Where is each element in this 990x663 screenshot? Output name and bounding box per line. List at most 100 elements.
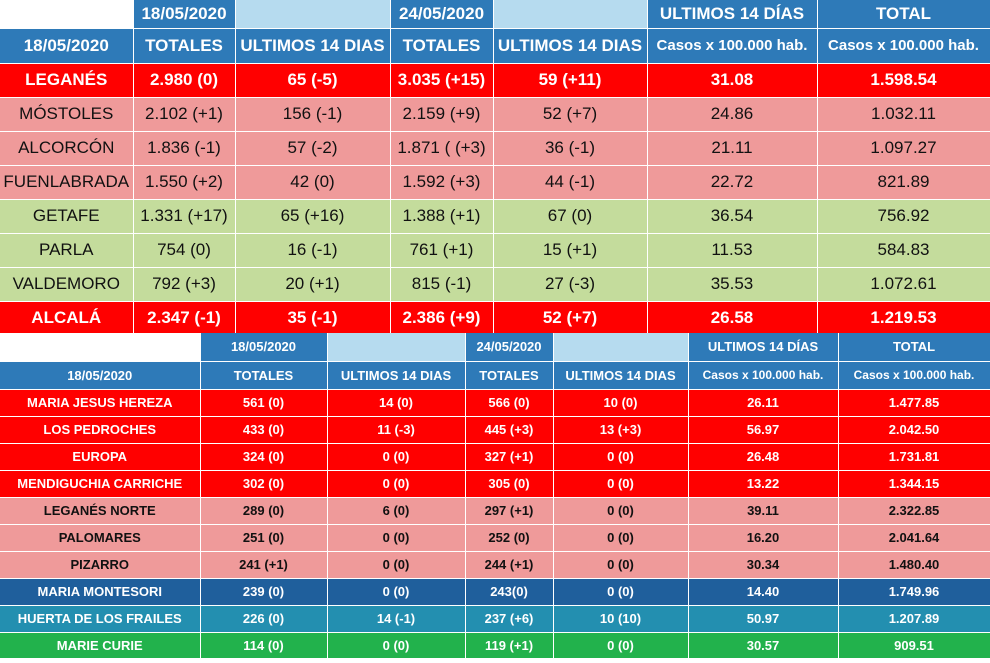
cell: 305 (0): [465, 470, 554, 498]
municipios-table: 18/05/2020 24/05/2020 ULTIMOS 14 DÍAS TO…: [0, 0, 990, 335]
cell: 1.219.53: [817, 301, 990, 335]
table-row: PARLA 754 (0) 16 (-1) 761 (+1) 15 (+1) 1…: [0, 233, 990, 268]
table-row: MARIA JESUS HEREZA 561 (0) 14 (0) 566 (0…: [0, 389, 990, 417]
cell: 821.89: [817, 165, 990, 200]
row-label: LEGANÉS: [0, 63, 134, 98]
cell: 1.836 (-1): [133, 131, 236, 166]
cell: 1.097.27: [817, 131, 990, 166]
cell: 0 (0): [553, 578, 689, 606]
date-18-05: 18/05/2020: [133, 0, 236, 29]
cell: 15 (+1): [493, 233, 648, 268]
row-label: ALCALÁ: [0, 301, 134, 335]
cell: 156 (-1): [235, 97, 391, 132]
cell: 27 (-3): [493, 267, 648, 302]
table-row: PIZARRO 241 (+1) 0 (0) 244 (+1) 0 (0) 30…: [0, 551, 990, 579]
cell: 10 (0): [553, 389, 689, 417]
column-header-row: 18/05/2020 TOTALES ULTIMOS 14 DIAS TOTAL…: [0, 361, 990, 390]
cell: 2.322.85: [838, 497, 990, 525]
table-row: VALDEMORO 792 (+3) 20 (+1) 815 (-1) 27 (…: [0, 267, 990, 302]
cell: 44 (-1): [493, 165, 648, 200]
cell: 56.97: [688, 416, 839, 444]
cell: 11 (-3): [327, 416, 466, 444]
cell: 13 (+3): [553, 416, 689, 444]
cell: 1.731.81: [838, 443, 990, 471]
cell: 815 (-1): [390, 267, 494, 302]
cell: 20 (+1): [235, 267, 391, 302]
date-row: 18/05/2020 24/05/2020 ULTIMOS 14 DÍAS TO…: [0, 333, 990, 362]
row-label: PARLA: [0, 233, 134, 268]
cell: 22.72: [647, 165, 818, 200]
cell: 21.11: [647, 131, 818, 166]
cell: 0 (0): [553, 551, 689, 579]
cell: 2.041.64: [838, 524, 990, 552]
cell: 50.97: [688, 605, 839, 633]
cell: 30.34: [688, 551, 839, 579]
cell: 566 (0): [465, 389, 554, 417]
blank-lblue: [327, 333, 466, 362]
cell: 754 (0): [133, 233, 236, 268]
cell: 433 (0): [200, 416, 328, 444]
col-ultimos: ULTIMOS 14 DIAS: [235, 28, 391, 64]
col-casos-14: Casos x 100.000 hab.: [647, 28, 818, 64]
cell: 324 (0): [200, 443, 328, 471]
blank-lblue: [553, 333, 689, 362]
cell: 35 (-1): [235, 301, 391, 335]
col-ultimos: ULTIMOS 14 DIAS: [327, 361, 466, 390]
table-row: LEGANÉS NORTE 289 (0) 6 (0) 297 (+1) 0 (…: [0, 497, 990, 525]
cell: 16 (-1): [235, 233, 391, 268]
cell: 1.331 (+17): [133, 199, 236, 234]
cell: 114 (0): [200, 632, 328, 659]
cell: 2.102 (+1): [133, 97, 236, 132]
cell: 1.550 (+2): [133, 165, 236, 200]
cell: 16.20: [688, 524, 839, 552]
cell: 239 (0): [200, 578, 328, 606]
cell: 0 (0): [553, 632, 689, 659]
table-row: MARIE CURIE 114 (0) 0 (0) 119 (+1) 0 (0)…: [0, 632, 990, 659]
cell: 792 (+3): [133, 267, 236, 302]
table-row: LEGANÉS 2.980 (0) 65 (-5) 3.035 (+15) 59…: [0, 63, 990, 98]
col-totales: TOTALES: [465, 361, 554, 390]
col-casos-14: Casos x 100.000 hab.: [688, 361, 839, 390]
row-label: PALOMARES: [0, 524, 201, 552]
cell: 1.592 (+3): [390, 165, 494, 200]
cell: 59 (+11): [493, 63, 648, 98]
cell: 251 (0): [200, 524, 328, 552]
cell: 11.53: [647, 233, 818, 268]
row-label: FUENLABRADA: [0, 165, 134, 200]
table-row: MÓSTOLES 2.102 (+1) 156 (-1) 2.159 (+9) …: [0, 97, 990, 132]
cell: 761 (+1): [390, 233, 494, 268]
col-casos-total: Casos x 100.000 hab.: [817, 28, 990, 64]
cell: 39.11: [688, 497, 839, 525]
table-row: HUERTA DE LOS FRAILES 226 (0) 14 (-1) 23…: [0, 605, 990, 633]
cell: 36 (-1): [493, 131, 648, 166]
date-18-05: 18/05/2020: [200, 333, 328, 362]
row-label: HUERTA DE LOS FRAILES: [0, 605, 201, 633]
col-date: 18/05/2020: [0, 28, 134, 64]
cell: 252 (0): [465, 524, 554, 552]
cell: 302 (0): [200, 470, 328, 498]
cell: 52 (+7): [493, 97, 648, 132]
cell: 0 (0): [327, 524, 466, 552]
row-label: MARIA JESUS HEREZA: [0, 389, 201, 417]
cell: 2.386 (+9): [390, 301, 494, 335]
table-row: PALOMARES 251 (0) 0 (0) 252 (0) 0 (0) 16…: [0, 524, 990, 552]
table-row: EUROPA 324 (0) 0 (0) 327 (+1) 0 (0) 26.4…: [0, 443, 990, 471]
cell: 35.53: [647, 267, 818, 302]
cell: 244 (+1): [465, 551, 554, 579]
cell: 65 (-5): [235, 63, 391, 98]
col-totales: TOTALES: [200, 361, 328, 390]
col-casos-total: Casos x 100.000 hab.: [838, 361, 990, 390]
row-label: VALDEMORO: [0, 267, 134, 302]
cell: 1.871 ( (+3): [390, 131, 494, 166]
cell: 289 (0): [200, 497, 328, 525]
table-row: ALCALÁ 2.347 (-1) 35 (-1) 2.386 (+9) 52 …: [0, 301, 990, 335]
cell: 756.92: [817, 199, 990, 234]
row-label: MARIA MONTESORI: [0, 578, 201, 606]
cell: 26.58: [647, 301, 818, 335]
cell: 0 (0): [327, 443, 466, 471]
cell: 3.035 (+15): [390, 63, 494, 98]
cell: 52 (+7): [493, 301, 648, 335]
date-24-05: 24/05/2020: [465, 333, 554, 362]
cell: 13.22: [688, 470, 839, 498]
cell: 327 (+1): [465, 443, 554, 471]
